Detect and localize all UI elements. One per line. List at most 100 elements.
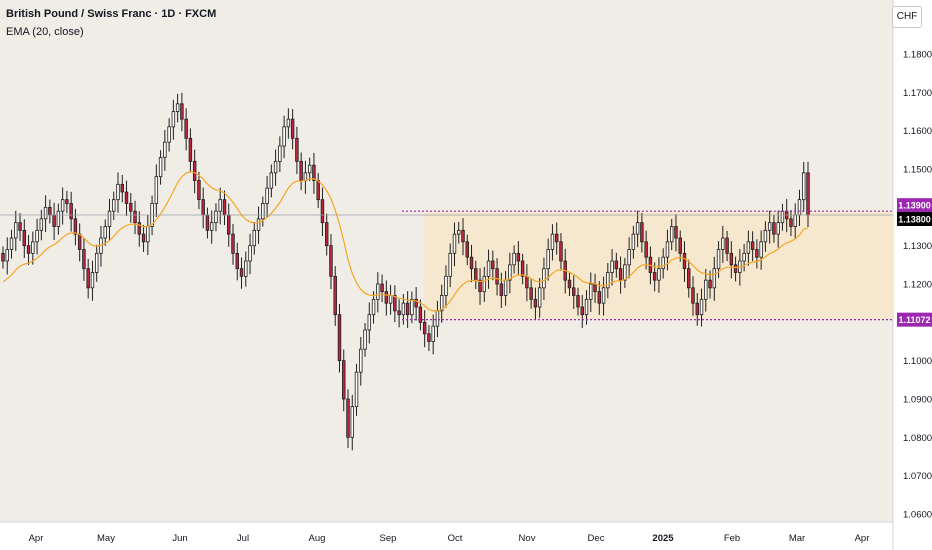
time-tick-label: Oct xyxy=(448,533,463,544)
candle xyxy=(171,99,176,140)
candle xyxy=(478,268,482,305)
last-price-badge: 1.13800 xyxy=(897,212,932,226)
candle xyxy=(725,230,729,262)
candle xyxy=(482,267,487,302)
candle xyxy=(26,235,31,266)
time-axis[interactable] xyxy=(0,522,893,550)
candle xyxy=(606,263,610,299)
candle-body-down xyxy=(1,252,5,262)
candle xyxy=(248,233,252,275)
candle xyxy=(802,161,806,212)
candle xyxy=(5,237,9,275)
time-tick-label: Nov xyxy=(519,533,536,544)
candle-body-up xyxy=(439,295,444,312)
candle xyxy=(116,172,120,213)
candle-body-down xyxy=(18,222,22,231)
candle-body-up xyxy=(486,260,491,277)
candle-body-up xyxy=(601,287,606,304)
candle-body-down xyxy=(729,252,734,266)
candle-body-up xyxy=(359,348,363,373)
candle-body-down xyxy=(572,287,576,296)
candle xyxy=(43,195,48,233)
candle-body-down xyxy=(124,191,129,204)
candle-body-up xyxy=(273,160,278,174)
candle-body-down xyxy=(197,180,201,201)
candle xyxy=(397,299,401,328)
candle xyxy=(69,191,73,232)
candle xyxy=(687,259,691,298)
price-badges: 1.13900 1.13800 1.11072 xyxy=(897,198,932,327)
price-axis[interactable] xyxy=(893,0,932,550)
candle-body-down xyxy=(205,214,210,231)
candle xyxy=(457,221,461,244)
candle-body-down xyxy=(129,203,133,212)
candle xyxy=(154,164,159,217)
level-badge-top-text: 1.13900 xyxy=(898,201,931,211)
time-tick-label: Jun xyxy=(172,533,187,544)
candle-body-down xyxy=(491,260,495,270)
candle-body-up xyxy=(56,210,61,227)
candle-body-up xyxy=(550,233,555,250)
candle xyxy=(180,92,184,132)
candle xyxy=(192,149,197,194)
candle xyxy=(746,230,751,266)
candle-body-down xyxy=(120,183,124,193)
time-tick-label: Apr xyxy=(29,533,44,544)
candle-body-down xyxy=(342,360,346,400)
candle xyxy=(755,239,759,269)
candle-body-up xyxy=(371,298,376,316)
candle-body-up xyxy=(589,283,593,300)
candle xyxy=(623,257,627,288)
levels-layer xyxy=(0,210,893,321)
candle xyxy=(244,251,248,287)
candle-body-down xyxy=(77,233,82,250)
candle-body-down xyxy=(414,298,418,308)
candle-body-up xyxy=(303,172,308,181)
candle xyxy=(282,115,286,159)
price-tick-label: 1.18000 xyxy=(903,50,932,61)
candle xyxy=(682,241,687,282)
candle-body-up xyxy=(623,264,627,281)
candle-body-down xyxy=(405,302,410,316)
candle xyxy=(567,272,572,296)
candle-body-down xyxy=(48,206,52,216)
candle xyxy=(60,187,65,225)
candle-body-down xyxy=(324,222,329,247)
candle-body-down xyxy=(65,199,69,204)
candle-body-down xyxy=(674,226,678,239)
candle xyxy=(486,249,491,289)
candle-body-up xyxy=(244,260,248,277)
candle-body-up xyxy=(60,199,65,212)
indicator-legend[interactable]: EMA (20, close) xyxy=(6,26,84,38)
candle xyxy=(520,253,525,285)
candle-body-down xyxy=(576,295,580,308)
candle xyxy=(597,281,602,315)
candle xyxy=(90,260,95,301)
candle-body-up xyxy=(90,272,95,289)
time-tick-label: Jul xyxy=(237,533,249,544)
candle-body-up xyxy=(376,283,380,300)
candle-body-up xyxy=(163,141,167,158)
candle-body-down xyxy=(231,233,235,254)
candle-body-down xyxy=(554,233,559,243)
candle-body-down xyxy=(520,260,525,277)
ema-line[interactable] xyxy=(2,171,809,312)
candle xyxy=(363,323,367,357)
candle-body-down xyxy=(184,118,188,139)
candle xyxy=(231,223,235,265)
candle-body-up xyxy=(256,218,261,231)
candle-body-up xyxy=(31,241,35,254)
candle-body-up xyxy=(457,229,461,235)
candle-body-up xyxy=(431,325,435,342)
price-tick-label: 1.12000 xyxy=(903,280,932,291)
candle xyxy=(610,249,614,286)
candle xyxy=(359,336,363,386)
currency-button[interactable]: CHF xyxy=(892,6,922,28)
candle xyxy=(65,190,69,214)
candle-body-down xyxy=(227,214,231,235)
candle xyxy=(572,275,576,309)
time-tick-label: Apr xyxy=(855,533,870,544)
candle xyxy=(184,108,188,151)
